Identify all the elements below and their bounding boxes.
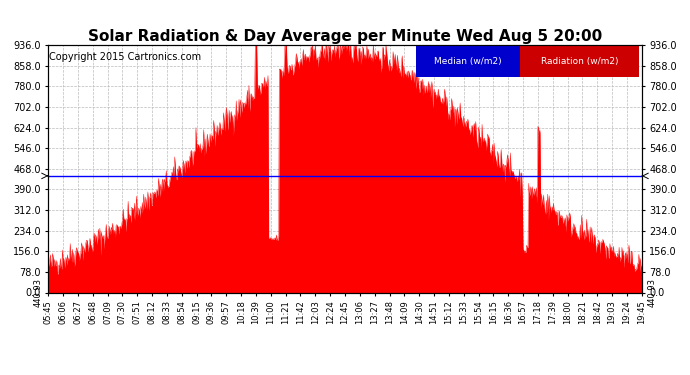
Text: Radiation (w/m2): Radiation (w/m2) bbox=[541, 57, 618, 66]
Title: Solar Radiation & Day Average per Minute Wed Aug 5 20:00: Solar Radiation & Day Average per Minute… bbox=[88, 29, 602, 44]
Bar bbox=[520, 45, 639, 77]
Text: 440.93: 440.93 bbox=[33, 278, 42, 307]
Text: Median (w/m2): Median (w/m2) bbox=[434, 57, 502, 66]
Text: Copyright 2015 Cartronics.com: Copyright 2015 Cartronics.com bbox=[50, 53, 201, 62]
Bar bbox=[416, 45, 520, 77]
Text: 440.93: 440.93 bbox=[648, 278, 657, 307]
